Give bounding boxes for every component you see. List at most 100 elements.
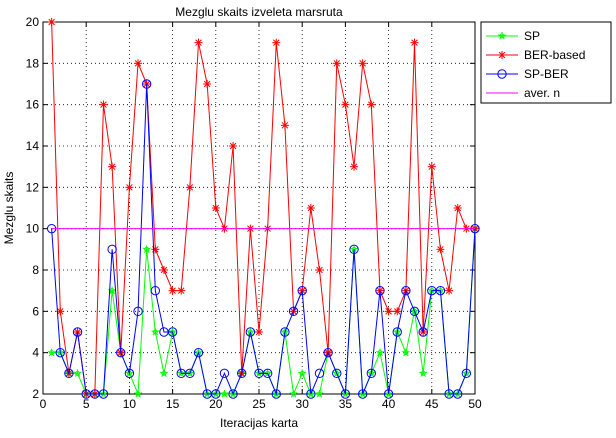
data-point-ber-based [384, 307, 393, 316]
data-point-ber-based [393, 307, 402, 316]
data-point-sp-ber [124, 368, 135, 379]
data-point-sp-ber [392, 327, 402, 337]
x-tick-label: 25 [252, 397, 266, 411]
data-point-sp-ber [262, 368, 273, 379]
x-tick-label: 30 [296, 397, 310, 411]
legend-item-aver-n: aver. n [486, 86, 560, 100]
data-point-ber-based [177, 286, 186, 295]
data-point-ber-based [436, 245, 445, 254]
data-point-ber-based [272, 38, 281, 47]
x-tick-label: 0 [40, 397, 47, 411]
data-point-sp-ber [340, 389, 351, 399]
data-point-sp [289, 390, 298, 398]
data-point-sp-ber [98, 389, 109, 399]
data-point-sp [142, 245, 151, 253]
data-point-ber-based [367, 100, 376, 109]
data-point-sp [401, 348, 410, 357]
data-point-sp-ber [72, 327, 83, 337]
data-point-ber-based [229, 142, 238, 150]
legend: SP BER-based SP-BER aver. n [480, 21, 612, 104]
data-point-sp-ber [323, 347, 333, 358]
legend-item-sp-ber: SP-BER [486, 67, 569, 81]
data-point-sp-ber [401, 285, 411, 296]
data-point-sp-ber [167, 327, 178, 337]
data-point-sp-ber [228, 389, 238, 399]
data-point-sp-ber [409, 306, 420, 317]
data-point-sp-ber [306, 389, 316, 399]
x-tick-label: 10 [123, 397, 137, 411]
data-point-sp-ber [288, 306, 299, 317]
data-point-sp-ber [461, 368, 472, 379]
data-point-sp-ber [245, 327, 256, 337]
axis-ticks: 0 5 10 15 20 25 30 35 40 45 50 2 4 6 8 10 12 14 16 18 20 [26, 15, 482, 411]
data-point-sp-ber [280, 327, 290, 337]
data-point-ber-based [203, 80, 212, 88]
data-point-sp-ber [193, 347, 204, 358]
x-tick-label: 15 [166, 397, 180, 411]
data-point-sp-ber [150, 285, 161, 296]
y-tick-label: 18 [26, 56, 40, 70]
data-point-ber-based [151, 245, 160, 254]
chart-title: Mezglu skaits izveleta marsruta [175, 5, 343, 19]
data-point-sp-ber [219, 368, 230, 379]
data-point-sp [419, 369, 428, 377]
data-point-sp-ber [418, 327, 428, 337]
data-point-sp [151, 328, 160, 336]
y-tick-label: 16 [26, 98, 40, 112]
legend-item-ber-based: BER-based [486, 48, 585, 62]
y-tick-label: 4 [32, 346, 39, 360]
data-point-sp-ber [237, 368, 247, 379]
data-point-sp-ber [375, 285, 385, 296]
x-tick-label: 50 [468, 397, 482, 411]
data-point-sp-ber [453, 389, 463, 399]
data-point-sp-ber [314, 368, 325, 379]
legend-label: aver. n [524, 86, 560, 100]
data-point-sp-ber [211, 389, 221, 399]
data-point-sp-ber [435, 285, 446, 296]
data-point-ber-based [134, 59, 143, 68]
legend-marker [497, 69, 507, 79]
y-axis-label: Mezglu skaits [2, 172, 16, 245]
y-tick-label: 14 [26, 139, 40, 153]
series-layer [46, 18, 480, 399]
data-point-ber-based [168, 286, 177, 295]
data-point-ber-based [280, 121, 289, 130]
data-point-sp-ber [133, 306, 143, 317]
data-point-ber-based [358, 59, 367, 68]
data-point-ber-based [47, 18, 56, 26]
data-point-ber-based [99, 100, 108, 109]
data-point-sp-ber [55, 347, 65, 358]
data-point-sp-ber [332, 368, 342, 379]
series-line-ber-based [51, 21, 475, 395]
data-point-ber-based [341, 100, 350, 109]
x-axis-label: Iteracijas karta [220, 416, 298, 430]
data-point-ber-based [315, 266, 324, 274]
data-point-sp [73, 369, 82, 377]
data-point-sp-ber [357, 389, 368, 399]
data-point-ber-based [306, 204, 315, 212]
data-point-ber-based [445, 286, 454, 295]
data-point-ber-based [125, 183, 134, 192]
data-point-ber-based [350, 162, 359, 171]
legend-marker [498, 32, 506, 40]
data-point-ber-based [453, 204, 462, 212]
data-point-sp-ber [185, 368, 195, 379]
data-point-ber-based [211, 204, 220, 212]
legend-marker [498, 51, 506, 59]
data-point-ber-based [332, 59, 341, 68]
legend-label: BER-based [524, 48, 585, 62]
data-point-ber-based [159, 266, 168, 274]
data-point-ber-based [185, 183, 194, 192]
data-point-sp-ber [366, 368, 377, 379]
legend-item-sp: SP [486, 29, 540, 43]
data-point-sp [47, 348, 56, 357]
legend-label: SP-BER [524, 67, 569, 81]
data-point-sp [185, 369, 194, 377]
data-point-sp-ber [349, 244, 359, 255]
y-tick-label: 10 [26, 222, 40, 236]
legend-label: SP [524, 29, 540, 43]
data-point-sp [160, 369, 168, 377]
data-point-sp-ber [116, 347, 126, 358]
